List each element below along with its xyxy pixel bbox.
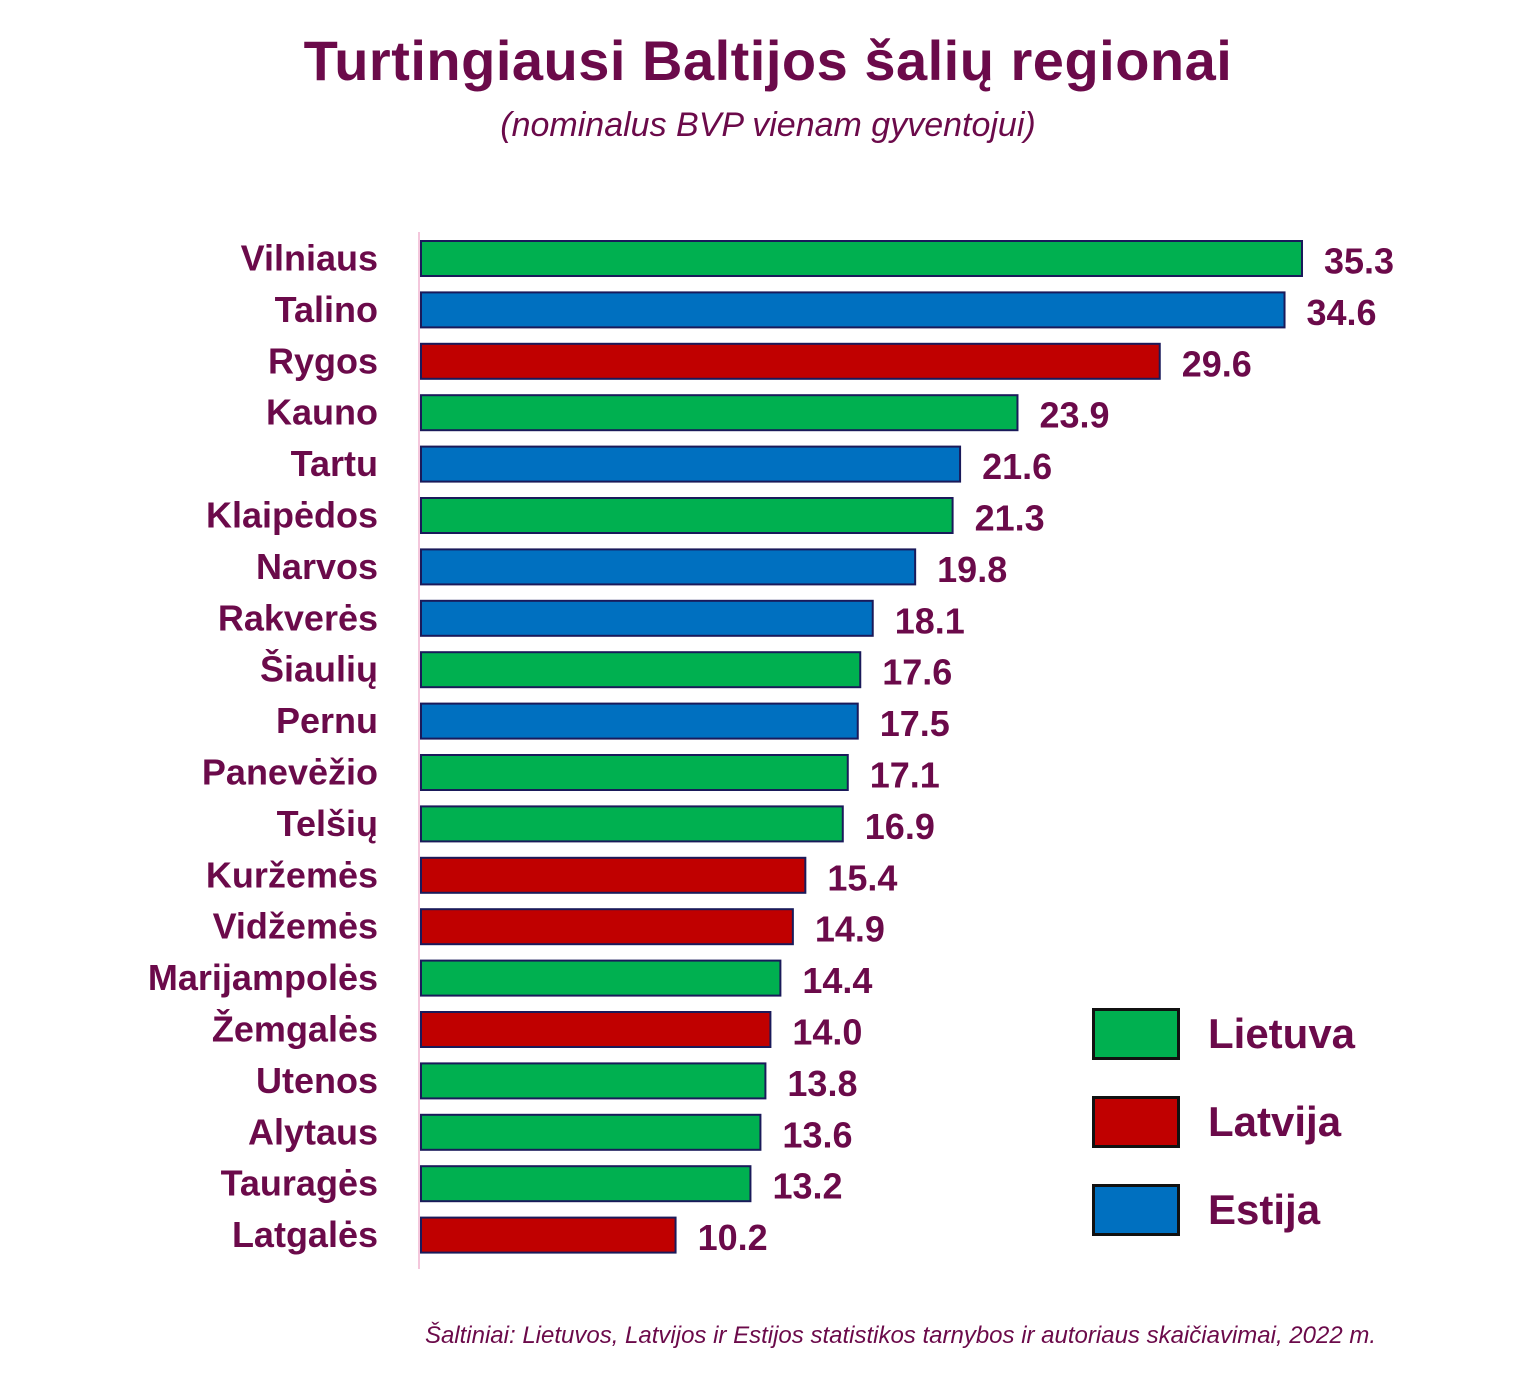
category-label-10: Panevėžio	[202, 752, 378, 793]
bar-19	[420, 1216, 677, 1254]
bar-3	[420, 394, 1019, 432]
bar-10	[420, 754, 849, 791]
value-label-2: 29.6	[1182, 343, 1252, 384]
value-label-7: 18.1	[895, 600, 965, 641]
category-label-11: Telšių	[277, 803, 378, 844]
legend: Lietuva Latvija Estija	[1092, 1006, 1355, 1270]
category-label-4: Tartu	[291, 443, 378, 484]
bar-17	[420, 1113, 762, 1151]
category-label-0: Vilniaus	[241, 238, 378, 279]
bar-6	[420, 548, 917, 586]
category-label-14: Marijampolės	[148, 957, 378, 998]
category-label-3: Kauno	[266, 392, 378, 433]
value-label-1: 34.6	[1307, 292, 1377, 333]
legend-label-latvija: Latvija	[1208, 1098, 1342, 1145]
value-label-5: 21.3	[975, 498, 1045, 539]
value-label-3: 23.9	[1039, 395, 1109, 436]
bar-16	[420, 1062, 767, 1100]
category-label-16: Utenos	[256, 1060, 378, 1101]
value-label-0: 35.3	[1324, 241, 1394, 282]
value-label-4: 21.6	[982, 446, 1052, 487]
bar-9	[420, 702, 859, 740]
legend-label-estija: Estija	[1208, 1186, 1321, 1233]
category-label-18: Tauragės	[221, 1163, 378, 1204]
bar-12	[420, 856, 807, 894]
legend-item-latvija: Latvija	[1092, 1094, 1355, 1150]
value-label-12: 15.4	[827, 857, 897, 898]
legend-swatch-estija	[1092, 1184, 1180, 1236]
value-label-8: 17.6	[882, 652, 952, 693]
value-label-16: 13.8	[787, 1063, 857, 1104]
category-label-7: Rakverės	[218, 597, 378, 638]
bar-13	[420, 908, 794, 946]
category-label-15: Žemgalės	[212, 1008, 378, 1050]
chart-subtitle: (nominalus BVP vienam gyventojui)	[500, 106, 1036, 144]
category-label-19: Latgalės	[232, 1214, 378, 1255]
category-label-12: Kuržemės	[206, 854, 378, 895]
bar-15	[420, 1011, 772, 1048]
bar-14	[420, 959, 782, 997]
legend-swatch-lietuva	[1092, 1008, 1180, 1060]
source-note: Šaltiniai: Lietuvos, Latvijos ir Estijos…	[424, 1322, 1376, 1349]
value-label-9: 17.5	[880, 703, 950, 744]
bar-7	[420, 599, 874, 637]
category-label-5: Klaipėdos	[206, 495, 378, 536]
value-label-19: 10.2	[698, 1217, 768, 1258]
category-label-13: Vidžemės	[213, 906, 378, 947]
legend-item-estija: Estija	[1092, 1182, 1355, 1238]
category-label-17: Alytaus	[248, 1111, 378, 1152]
legend-swatch-latvija	[1092, 1096, 1180, 1148]
bar-4	[420, 445, 962, 483]
value-label-14: 14.4	[802, 960, 872, 1001]
category-label-9: Pernu	[276, 700, 378, 741]
value-label-15: 14.0	[792, 1012, 862, 1053]
value-label-6: 19.8	[937, 549, 1007, 590]
bar-5	[420, 497, 954, 534]
legend-label-lietuva: Lietuva	[1208, 1010, 1356, 1057]
category-label-1: Talino	[275, 289, 378, 330]
category-label-2: Rygos	[268, 340, 378, 381]
legend-item-lietuva: Lietuva	[1092, 1006, 1355, 1062]
bar-0	[420, 240, 1303, 277]
chart-title: Turtingiausi Baltijos šalių regionai	[303, 29, 1233, 92]
value-label-11: 16.9	[865, 806, 935, 847]
category-label-6: Narvos	[256, 546, 378, 587]
bar-1	[420, 291, 1286, 329]
bar-8	[420, 651, 862, 689]
value-label-17: 13.6	[782, 1114, 852, 1155]
bar-2	[420, 342, 1161, 380]
bar-18	[420, 1165, 752, 1203]
category-label-8: Šiaulių	[260, 648, 378, 690]
bar-11	[420, 805, 844, 843]
value-label-18: 13.2	[772, 1166, 842, 1207]
value-label-10: 17.1	[870, 755, 940, 796]
value-label-13: 14.9	[815, 909, 885, 950]
